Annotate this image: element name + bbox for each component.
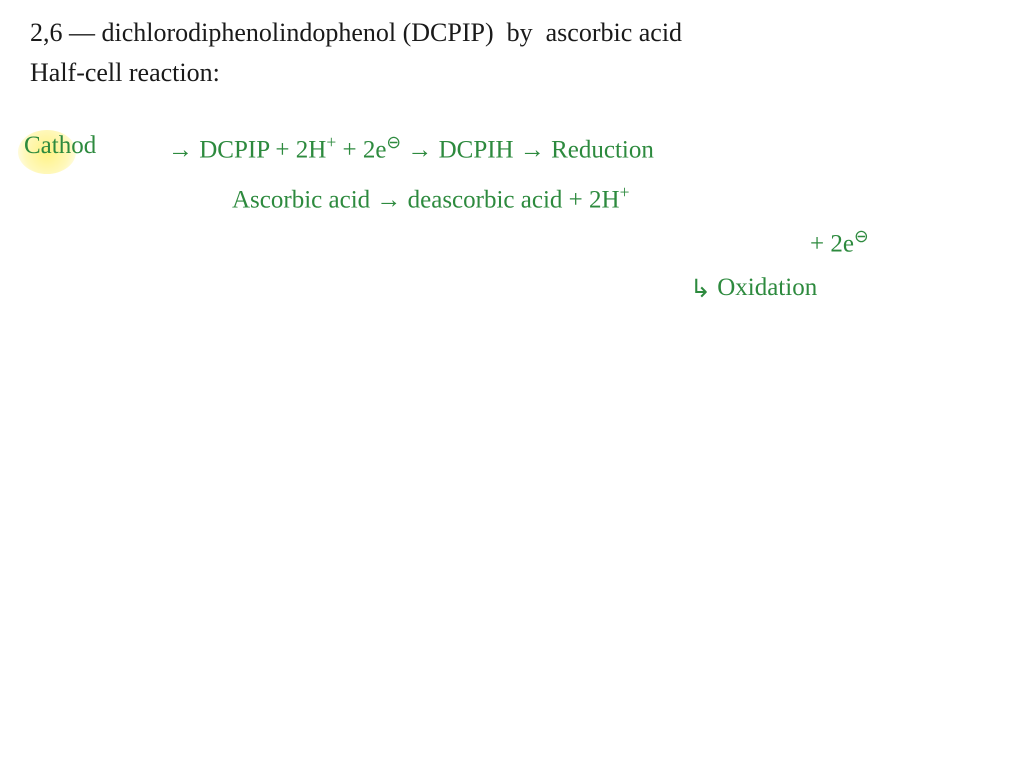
cathode-mid1: + 2e: [336, 136, 386, 163]
cathode-prefix: → DCPIP + 2H: [168, 136, 326, 163]
anode2-sup: ⊖: [854, 226, 869, 246]
cathode-sup1: +: [326, 132, 336, 152]
oxidation-text: Oxidation: [711, 274, 817, 301]
title-line-2: Half-cell reaction:: [30, 58, 220, 88]
anode-reaction-line1: Ascorbic acid → deascorbic acid + 2H+: [232, 182, 629, 214]
anode1-prefix: Ascorbic acid → deascorbic acid + 2H: [232, 186, 620, 213]
anode1-sup: +: [620, 182, 630, 202]
cathode-mid2: → DCPIH → Reduction: [401, 136, 654, 163]
hook-arrow-icon: ↳: [690, 274, 711, 304]
cathode-label: Cathod: [24, 132, 96, 160]
title-line-1: 2,6 — dichlorodiphenolindophenol (DCPIP)…: [30, 18, 682, 48]
oxidation-label: ↳ Oxidation: [690, 272, 817, 302]
anode2-prefix: + 2e: [810, 230, 854, 257]
cathode-reaction: → DCPIP + 2H+ + 2e⊖ → DCPIH → Reduction: [168, 132, 654, 164]
cathode-sup2: ⊖: [386, 132, 401, 152]
anode-reaction-line2: + 2e⊖: [810, 226, 869, 258]
